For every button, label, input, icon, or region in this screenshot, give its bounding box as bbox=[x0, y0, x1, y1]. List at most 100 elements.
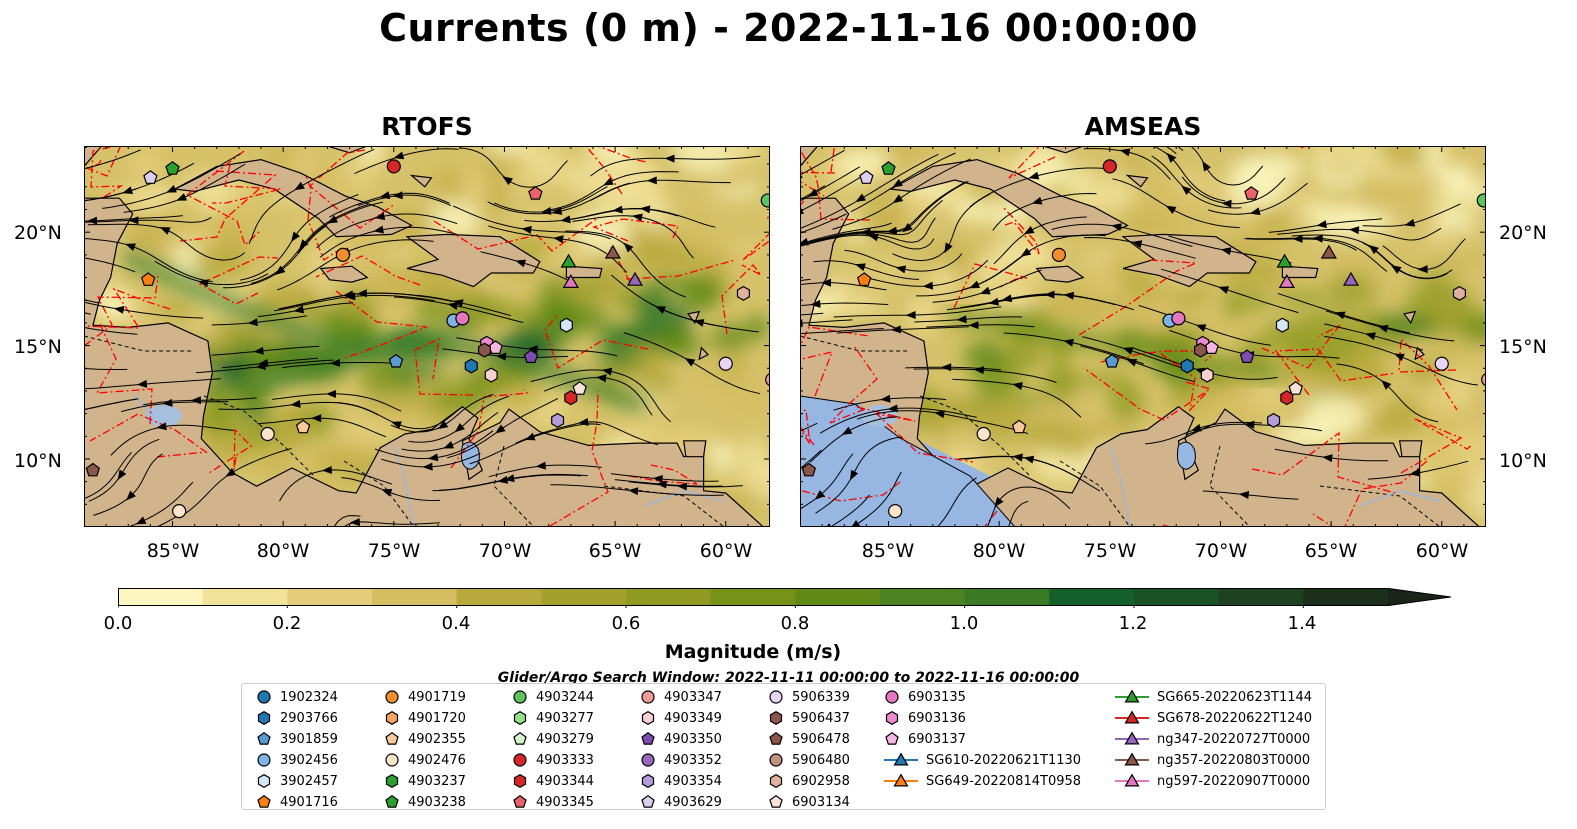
legend-marker-hexagon-icon bbox=[257, 774, 271, 788]
legend-marker bbox=[513, 690, 527, 704]
legend-item: 4902476 bbox=[384, 750, 466, 770]
observation-markers bbox=[801, 159, 1486, 519]
legend-label: 4903344 bbox=[536, 773, 594, 789]
observation-5906478 bbox=[801, 462, 817, 477]
legend-item: 4901720 bbox=[384, 708, 466, 728]
observation-6903137 bbox=[488, 340, 503, 354]
observation-5906437 bbox=[478, 342, 491, 358]
legend-marker bbox=[385, 774, 399, 788]
legend-label: 5906478 bbox=[792, 731, 850, 747]
legend-label: 6902958 bbox=[792, 773, 850, 789]
observation-5906437 bbox=[1194, 342, 1207, 358]
legend-item: 6902958 bbox=[768, 771, 850, 791]
colorbar-segment bbox=[880, 588, 966, 606]
legend-marker bbox=[769, 753, 783, 767]
legend-marker bbox=[885, 690, 899, 704]
colorbar-tick-6: 1.2 bbox=[1118, 613, 1148, 634]
legend-marker bbox=[885, 731, 899, 745]
legend-marker-pentagon-icon bbox=[257, 731, 271, 745]
legend-marker-circle-icon bbox=[641, 690, 655, 704]
legend-marker-pentagon-icon bbox=[769, 731, 783, 745]
colorbar-segment bbox=[964, 588, 1050, 606]
legend-label: 4903350 bbox=[664, 731, 722, 747]
map-panel-amseas[interactable] bbox=[800, 146, 1486, 527]
observation-4902476 bbox=[260, 426, 275, 442]
colorbar-tick-7: 1.4 bbox=[1287, 613, 1317, 634]
observation-4903350 bbox=[1239, 349, 1255, 363]
legend-label: 4903629 bbox=[664, 794, 722, 810]
legend-marker-hexagon-icon bbox=[641, 711, 655, 725]
legend-marker-circle-icon bbox=[385, 753, 399, 767]
legend-marker-hexagon-icon bbox=[385, 711, 399, 725]
colorbar bbox=[118, 588, 1452, 608]
legend-item: 5906478 bbox=[768, 729, 850, 749]
colorbar-segment bbox=[1218, 588, 1304, 606]
observation-6903137 bbox=[1204, 340, 1219, 354]
legend-marker bbox=[1124, 689, 1140, 703]
legend-marker bbox=[641, 753, 655, 767]
observation-4903354 bbox=[551, 412, 565, 428]
observation-4903238 bbox=[165, 161, 180, 175]
observation-4903344 bbox=[564, 390, 578, 406]
legend-marker-pentagon-icon bbox=[257, 794, 271, 808]
legend-marker bbox=[513, 731, 527, 745]
legend-item: 4902355 bbox=[384, 729, 466, 749]
observation-4903629 bbox=[859, 170, 874, 184]
legend-marker bbox=[257, 690, 271, 704]
legend-item: 4903349 bbox=[640, 708, 722, 728]
legend-label: ng597-20220907T0000 bbox=[1157, 773, 1311, 789]
map-panel-rtofs[interactable] bbox=[84, 146, 770, 527]
legend-item: 4903354 bbox=[640, 771, 722, 791]
legend-label: 4901719 bbox=[408, 689, 466, 705]
legend-marker bbox=[641, 731, 655, 745]
legend-item: ng357-20220803T0000 bbox=[1115, 750, 1310, 770]
legend-label: 3901859 bbox=[280, 731, 338, 747]
observation-6902958 bbox=[1452, 285, 1467, 301]
legend-label: 4903352 bbox=[664, 752, 722, 768]
observation-ng597-20220907T0000 bbox=[562, 274, 579, 288]
colorbar-segment bbox=[626, 588, 712, 606]
legend-label: 4903238 bbox=[408, 794, 466, 810]
legend-label: SG665-20220623T1144 bbox=[1157, 689, 1313, 705]
legend-label: 4903244 bbox=[536, 689, 594, 705]
legend-marker-triangle-icon bbox=[1115, 731, 1149, 745]
legend-label: ng347-20220727T0000 bbox=[1157, 731, 1311, 747]
observation-4903345 bbox=[1244, 186, 1259, 200]
legend-item: 6903135 bbox=[884, 687, 966, 707]
colorbar-segment bbox=[372, 588, 458, 606]
observation-6903134 bbox=[1288, 381, 1303, 395]
observation-4901716 bbox=[140, 272, 156, 286]
colorbar-segment bbox=[1134, 588, 1220, 606]
legend-marker-hexagon-icon bbox=[641, 774, 655, 788]
legend-label: 4902476 bbox=[408, 752, 466, 768]
legend-marker bbox=[641, 711, 655, 725]
legend-marker-hexagon-icon bbox=[885, 711, 899, 725]
legend-marker bbox=[769, 690, 783, 704]
observation-3902457 bbox=[1275, 317, 1289, 333]
legend-marker bbox=[1124, 710, 1140, 724]
legend-marker bbox=[641, 794, 655, 808]
legend-label: 1902324 bbox=[280, 689, 338, 705]
observation-4902476 bbox=[172, 504, 187, 519]
lon-label-60w-left: 60°W bbox=[699, 540, 753, 562]
legend-item: 3902457 bbox=[256, 771, 338, 791]
colorbar-tick-0: 0.0 bbox=[103, 613, 133, 634]
observation-4903244 bbox=[760, 193, 770, 208]
legend-marker-hexagon-icon bbox=[769, 711, 783, 725]
colorbar-extend-arrow bbox=[1388, 588, 1451, 606]
legend-label: 5906480 bbox=[792, 752, 850, 768]
legend-marker-pentagon-icon bbox=[885, 731, 899, 745]
legend-marker-pentagon-icon bbox=[513, 794, 527, 808]
legend-marker-circle-icon bbox=[641, 753, 655, 767]
legend-label: 4903345 bbox=[536, 794, 594, 810]
observation-4903244 bbox=[1476, 193, 1486, 208]
legend-label: 6903134 bbox=[792, 794, 850, 810]
legend-marker-triangle-icon bbox=[884, 752, 918, 766]
observation-4903333 bbox=[1102, 159, 1117, 174]
legend-label: SG649-20220814T0958 bbox=[926, 773, 1082, 789]
legend-marker bbox=[893, 773, 909, 787]
legend-marker-circle-icon bbox=[513, 690, 527, 704]
lat-label-15n-left: 15°N bbox=[14, 336, 62, 358]
observation-3901859 bbox=[1104, 353, 1120, 368]
legend-marker-pentagon-icon bbox=[385, 731, 399, 745]
